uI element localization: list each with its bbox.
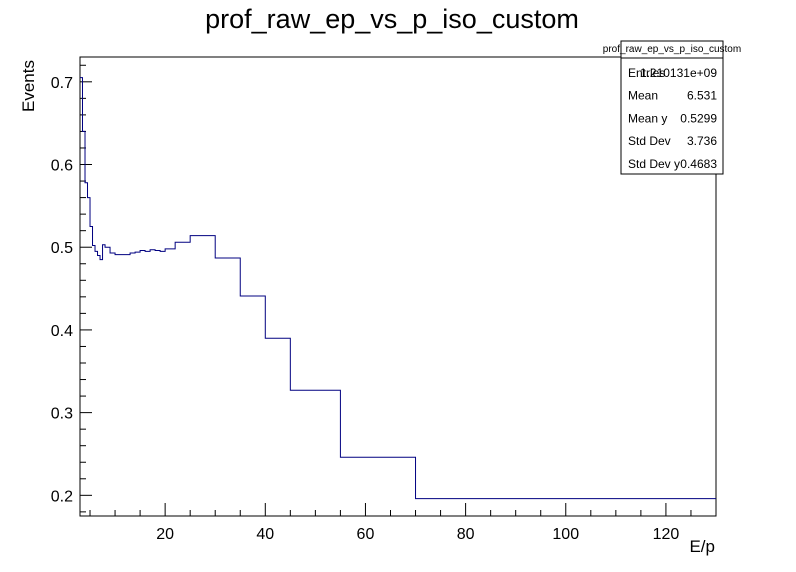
y-axis-title: Events [19, 60, 38, 112]
y-tick-label: 0.7 [51, 75, 73, 92]
plot-frame [79, 56, 717, 517]
x-tick-label: 80 [457, 526, 475, 543]
stats-row-label: Entries [628, 66, 665, 80]
x-tick-label: 40 [256, 526, 274, 543]
x-tick-label: 100 [552, 526, 579, 543]
x-tick-label: 60 [357, 526, 375, 543]
y-tick-label: 0.2 [51, 488, 73, 505]
stats-row-value: 0.5299 [680, 111, 717, 125]
x-axis: 20 40 60 80 100 120 [89, 503, 717, 543]
stats-box: prof_raw_ep_vs_p_iso_custom Entries1.210… [603, 40, 741, 175]
stats-box-title: prof_raw_ep_vs_p_iso_custom [603, 44, 741, 55]
x-tick-label: 120 [653, 526, 680, 543]
stats-row-label: Std Dev [628, 134, 671, 148]
chart-title: prof_raw_ep_vs_p_iso_custom [205, 4, 579, 34]
stats-row-label: Mean y [628, 111, 667, 125]
y-tick-label: 0.3 [51, 406, 73, 423]
stats-row-value: 3.736 [687, 134, 717, 148]
x-tick-label: 20 [156, 526, 174, 543]
y-tick-label: 0.6 [51, 158, 73, 175]
stats-row-value: 0.4683 [680, 157, 717, 171]
stats-row-value: 6.531 [687, 89, 717, 103]
series-step-line [80, 77, 716, 500]
x-axis-title: E/p [689, 537, 715, 556]
y-tick-label: 0.4 [51, 323, 73, 340]
stats-row-value: 1.210131e+09 [640, 66, 717, 80]
y-tick-label: 0.5 [51, 240, 73, 257]
stats-row-label: Std Dev y [628, 157, 680, 171]
stats-box-frame [620, 40, 724, 175]
y-axis: 0.2 0.3 0.4 0.5 0.6 0.7 [51, 64, 92, 513]
stats-row-label: Mean [628, 89, 658, 103]
